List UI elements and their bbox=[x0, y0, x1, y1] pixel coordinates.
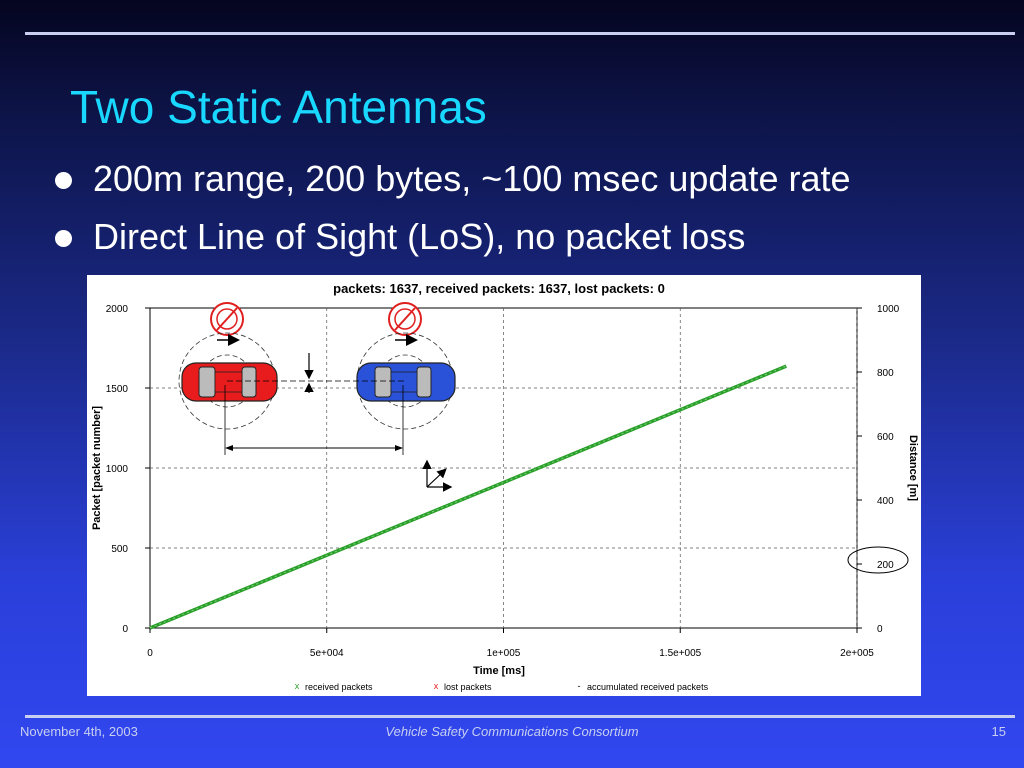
bullet-item: Direct Line of Sight (LoS), no packet lo… bbox=[55, 214, 851, 272]
slide-title: Two Static Antennas bbox=[70, 81, 487, 133]
y-axis-label: Packet [packet number] bbox=[91, 406, 103, 530]
legend-label: lost packets bbox=[444, 682, 492, 692]
y-tick-label: 500 bbox=[111, 544, 128, 555]
x-tick-label: 0 bbox=[147, 648, 153, 659]
chart-figure: packets: 1637, received packets: 1637, l… bbox=[87, 275, 921, 696]
cars-diagram bbox=[178, 302, 456, 492]
x-axis-label: Time [ms] bbox=[473, 665, 525, 677]
chart-legend: x received packets x lost packets - accumulat… bbox=[295, 681, 709, 692]
car-blue-icon bbox=[356, 362, 456, 402]
footer-date: November 4th, 2003 bbox=[20, 724, 138, 739]
y-tick-label: 0 bbox=[122, 624, 128, 635]
page-number: 15 bbox=[991, 724, 1006, 739]
y2-tick-label: 1000 bbox=[877, 304, 900, 315]
series-group bbox=[149, 364, 787, 630]
footer-title: Vehicle Safety Communications Consortium bbox=[385, 724, 639, 739]
bullet-text: 200m range, 200 bytes, ~100 msec update … bbox=[93, 158, 851, 199]
legend-marker-icon: - bbox=[578, 681, 581, 691]
legend-marker-icon: x bbox=[434, 681, 439, 691]
y-axis-ticks: 0 500 1000 1500 2000 bbox=[106, 304, 150, 635]
x-tick-label: 5e+004 bbox=[310, 648, 344, 659]
chart-title: packets: 1637, received packets: 1637, l… bbox=[333, 281, 665, 296]
y-tick-label: 2000 bbox=[106, 304, 129, 315]
no-signal-icon bbox=[210, 302, 244, 336]
y2-tick-label: 0 bbox=[877, 624, 883, 635]
y2-tick-label: 400 bbox=[877, 496, 894, 507]
y-tick-label: 1000 bbox=[106, 464, 129, 475]
chart-svg: packets: 1637, received packets: 1637, l… bbox=[91, 281, 919, 692]
x-tick-label: 1e+005 bbox=[487, 648, 521, 659]
axes-orientation-icon bbox=[422, 459, 453, 492]
dimension-arrowhead-icon bbox=[225, 445, 233, 451]
bullet-dot-icon bbox=[55, 230, 72, 247]
grid-lines bbox=[150, 308, 858, 628]
y2-axis-label: Distance [m] bbox=[907, 435, 919, 501]
y2-tick-label: 600 bbox=[877, 432, 894, 443]
x-axis-ticks: 0 5e+004 1e+005 1.5e+005 2e+005 bbox=[147, 628, 874, 659]
bullet-text: Direct Line of Sight (LoS), no packet lo… bbox=[93, 216, 746, 257]
x-tick-label: 2e+005 bbox=[840, 648, 874, 659]
legend-label: received packets bbox=[305, 682, 373, 692]
circled-range-annotation bbox=[847, 546, 909, 574]
y2-tick-label: 800 bbox=[877, 368, 894, 379]
x-tick-label: 1.5e+005 bbox=[659, 648, 701, 659]
y2-tick-label: 200 bbox=[877, 560, 894, 571]
legend-marker-icon: x bbox=[295, 681, 300, 691]
dimension-arrowhead-icon bbox=[395, 445, 403, 451]
legend-label: accumulated received packets bbox=[587, 682, 709, 692]
y2-axis-ticks: 0 200 400 600 800 1000 bbox=[857, 304, 900, 635]
top-rule bbox=[25, 32, 1015, 35]
no-signal-icon bbox=[388, 302, 422, 336]
bullet-dot-icon bbox=[55, 172, 72, 189]
bullet-list: 200m range, 200 bytes, ~100 msec update … bbox=[55, 156, 851, 272]
bullet-item: 200m range, 200 bytes, ~100 msec update … bbox=[55, 156, 851, 214]
y-tick-label: 1500 bbox=[106, 384, 129, 395]
bottom-rule bbox=[25, 715, 1015, 718]
car-red-icon bbox=[181, 362, 278, 402]
received-packets-line bbox=[149, 364, 787, 630]
